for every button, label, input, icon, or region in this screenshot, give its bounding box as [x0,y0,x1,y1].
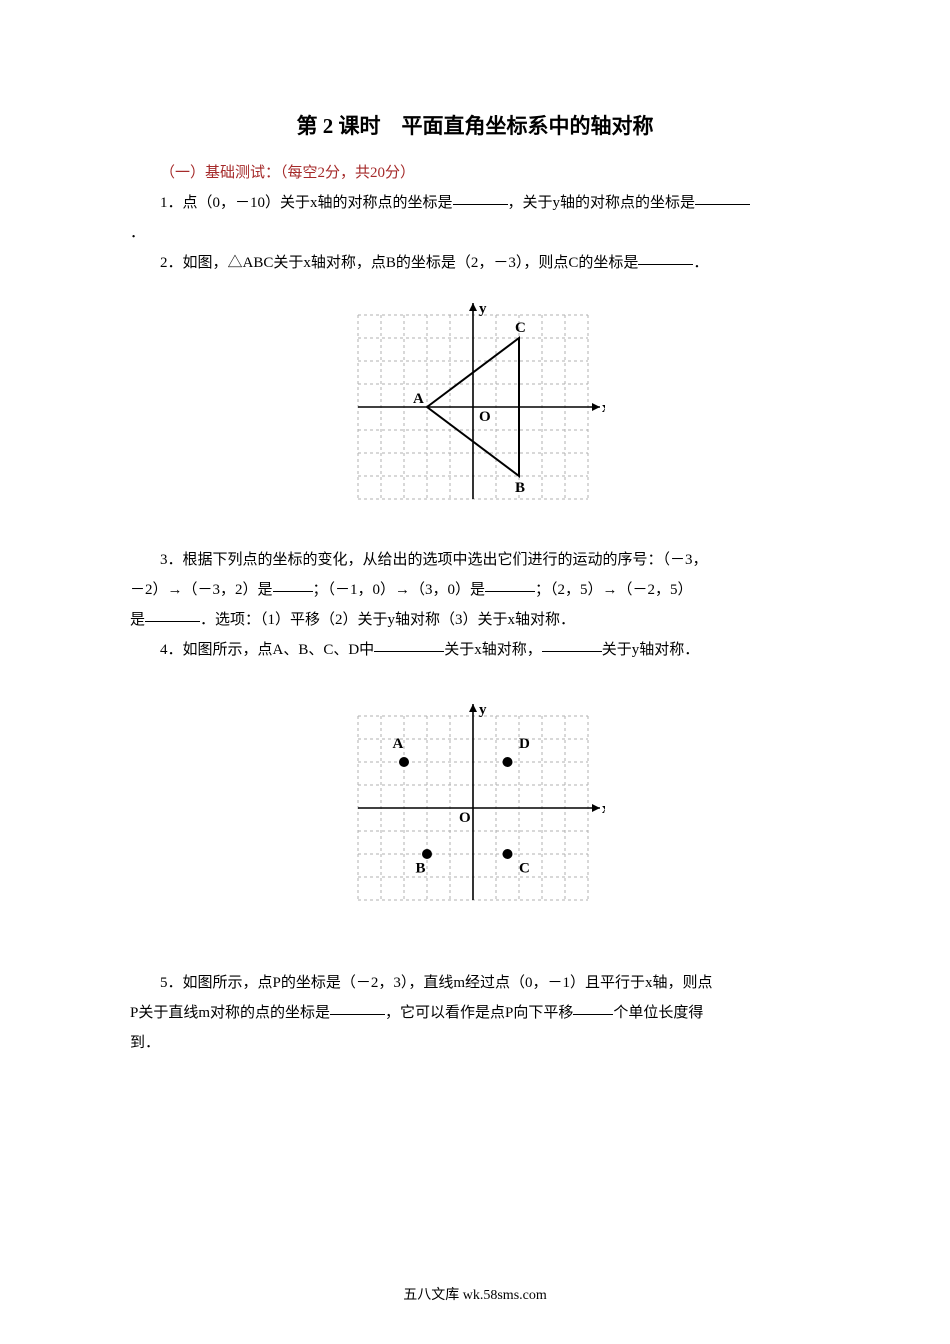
q3-d: ；（2，5）→（－2，5） [535,582,693,598]
q4-a: 4．如图所示，点A、B、C、D中 [160,642,374,658]
q5-c: ，它可以看作是点P向下平移 [385,1005,573,1021]
q5-e: 到． [130,1035,160,1051]
q2-tail: ． [693,255,708,271]
figure-2: A D B C Ox y [345,693,605,923]
q4-blank-1[interactable] [374,638,444,653]
svg-text:O: O [459,810,471,826]
q3-e: 是 [130,612,145,628]
q3-a: 3．根据下列点的坐标的变化，从给出的选项中选出它们进行的运动的序号：（－3， [160,552,708,568]
question-1: 1．点（0，－10）关于x轴的对称点的坐标是 ，关于y轴的对称点的坐标是 [130,188,820,218]
figure-2-wrap: A D B C Ox y [130,693,820,928]
section-header: （一）基础测试：（每空2分，共20分） [130,158,820,188]
question-3-line2: －2）→（－3，2）是 ；（－1，0）→（3，0）是 ；（2，5）→（－2，5） [130,575,820,605]
q1-blank-2[interactable] [695,191,750,206]
q5-d: 个单位长度得 [613,1005,703,1021]
q1-text-b: ，关于y轴的对称点的坐标是 [508,195,696,211]
q5-blank-2[interactable] [573,1001,613,1016]
q1-blank-1[interactable] [453,191,508,206]
q3-blank-3[interactable] [145,608,200,623]
svg-text:C: C [515,320,526,336]
svg-text:A: A [393,736,404,752]
page-footer: 五八文库 wk.58sms.com [0,1284,950,1304]
q3-blank-1[interactable] [273,578,313,593]
q3-f: ．选项：（1）平移（2）关于y轴对称（3）关于x轴对称． [200,612,575,628]
q4-blank-2[interactable] [542,638,602,653]
question-5-line3: 到． [130,1028,820,1058]
page-title: 第 2 课时 平面直角坐标系中的轴对称 [130,110,820,140]
svg-text:B: B [416,860,426,876]
q2-text-a: 2．如图，△ABC关于x轴对称，点B的坐标是（2，－3），则点C的坐标是 [160,255,638,271]
svg-text:x: x [602,801,605,817]
question-3-line3: 是 ．选项：（1）平移（2）关于y轴对称（3）关于x轴对称． [130,605,820,635]
svg-text:C: C [519,860,530,876]
question-2: 2．如图，△ABC关于x轴对称，点B的坐标是（2，－3），则点C的坐标是 ． [130,248,820,278]
svg-text:y: y [479,702,487,718]
q4-c: 关于y轴对称． [602,642,700,658]
q1-tail: ． [130,225,145,241]
q3-b: －2）→（－3，2）是 [130,582,273,598]
svg-text:B: B [515,480,525,496]
q3-blank-2[interactable] [485,578,535,593]
q5-blank-1[interactable] [330,1001,385,1016]
question-3: 3．根据下列点的坐标的变化，从给出的选项中选出它们进行的运动的序号：（－3， [130,545,820,575]
svg-text:D: D [519,736,530,752]
figure-1: A B C Ox y [345,292,605,522]
question-4: 4．如图所示，点A、B、C、D中 关于x轴对称， 关于y轴对称． [130,635,820,665]
svg-text:x: x [602,400,605,416]
q3-c: ；（－1，0）→（3，0）是 [313,582,486,598]
q4-b: 关于x轴对称， [444,642,542,658]
svg-text:A: A [413,391,424,407]
figure-1-wrap: A B C Ox y [130,292,820,527]
q5-b: P关于直线m对称的点的坐标是 [130,1005,330,1021]
q5-a: 5．如图所示，点P的坐标是（－2，3），直线m经过点（0，－1）且平行于x轴，则… [160,975,713,991]
q2-blank-1[interactable] [638,251,693,266]
question-1-cont: ． [130,218,820,248]
question-5: 5．如图所示，点P的坐标是（－2，3），直线m经过点（0，－1）且平行于x轴，则… [130,968,820,998]
q1-text-a: 1．点（0，－10）关于x轴的对称点的坐标是 [160,195,453,211]
svg-text:O: O [479,409,491,425]
svg-text:y: y [479,301,487,317]
question-5-line2: P关于直线m对称的点的坐标是 ，它可以看作是点P向下平移 个单位长度得 [130,998,820,1028]
